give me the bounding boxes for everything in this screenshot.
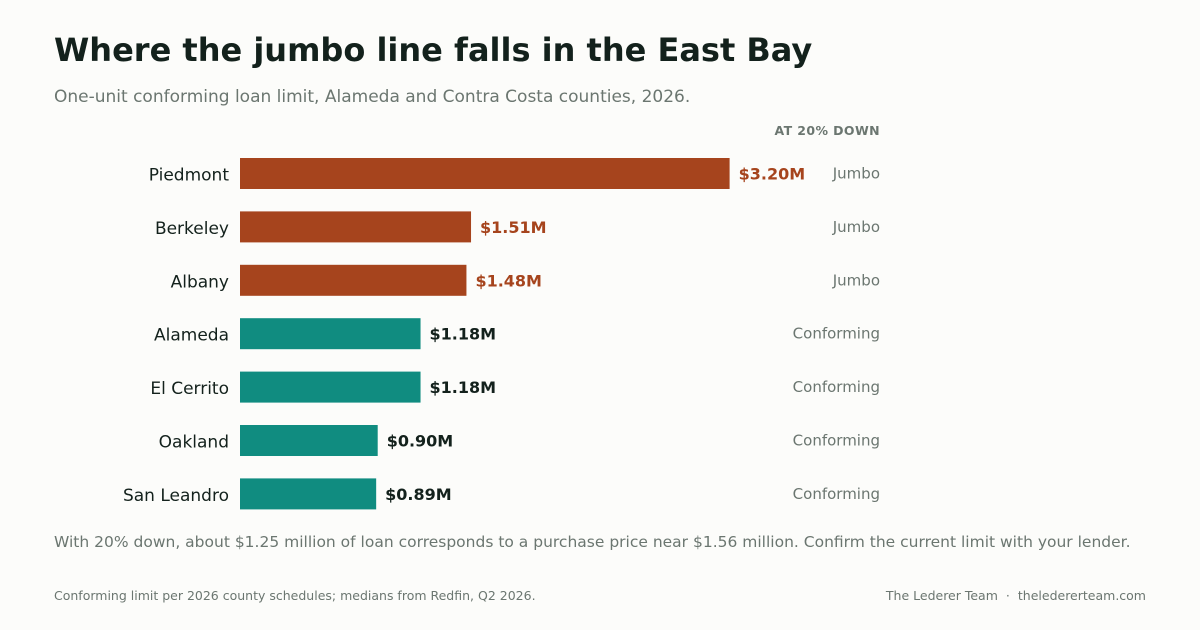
value-label: $0.89M bbox=[385, 485, 452, 504]
chart-title: Where the jumbo line falls in the East B… bbox=[54, 31, 813, 69]
category-label: El Cerrito bbox=[150, 379, 229, 399]
bar-oakland bbox=[240, 425, 378, 456]
category-label: Albany bbox=[171, 272, 229, 292]
source-note: Conforming limit per 2026 county schedul… bbox=[54, 588, 536, 603]
value-label: $1.18M bbox=[430, 378, 497, 397]
status-label: Jumbo bbox=[832, 271, 880, 289]
bar-albany bbox=[240, 264, 467, 296]
value-label: $1.18M bbox=[430, 325, 497, 344]
value-label: $0.90M bbox=[387, 432, 454, 451]
status-label: Conforming bbox=[793, 378, 880, 396]
value-label: $1.51M bbox=[480, 218, 547, 237]
footnote: With 20% down, about $1.25 million of lo… bbox=[54, 533, 1131, 551]
credit: The Lederer Team · theledererteam.com bbox=[886, 588, 1146, 603]
status-label: Conforming bbox=[793, 485, 880, 503]
value-label: $3.20M bbox=[739, 165, 806, 184]
category-label: Oakland bbox=[159, 433, 229, 453]
status-label: Conforming bbox=[793, 325, 880, 343]
category-label: Alameda bbox=[154, 326, 229, 346]
status-column-header: AT 20% DOWN bbox=[774, 123, 880, 138]
bar-el-cerrito bbox=[240, 371, 421, 403]
status-label: Jumbo bbox=[832, 165, 880, 183]
category-label: Berkeley bbox=[155, 219, 229, 239]
bar-piedmont bbox=[240, 158, 730, 189]
category-label: San Leandro bbox=[123, 486, 229, 506]
bar-san-leandro bbox=[240, 478, 377, 510]
status-label: Conforming bbox=[793, 432, 880, 450]
category-label: Piedmont bbox=[149, 166, 230, 186]
bar-alameda bbox=[240, 318, 421, 350]
credit-name: The Lederer Team bbox=[885, 588, 998, 603]
bar-berkeley bbox=[240, 211, 472, 243]
chart-subtitle: One-unit conforming loan limit, Alameda … bbox=[54, 87, 691, 107]
credit-separator: · bbox=[1005, 588, 1010, 603]
credit-site: theledererteam.com bbox=[1017, 588, 1146, 603]
status-label: Jumbo bbox=[832, 218, 880, 236]
value-label: $1.48M bbox=[475, 271, 542, 290]
